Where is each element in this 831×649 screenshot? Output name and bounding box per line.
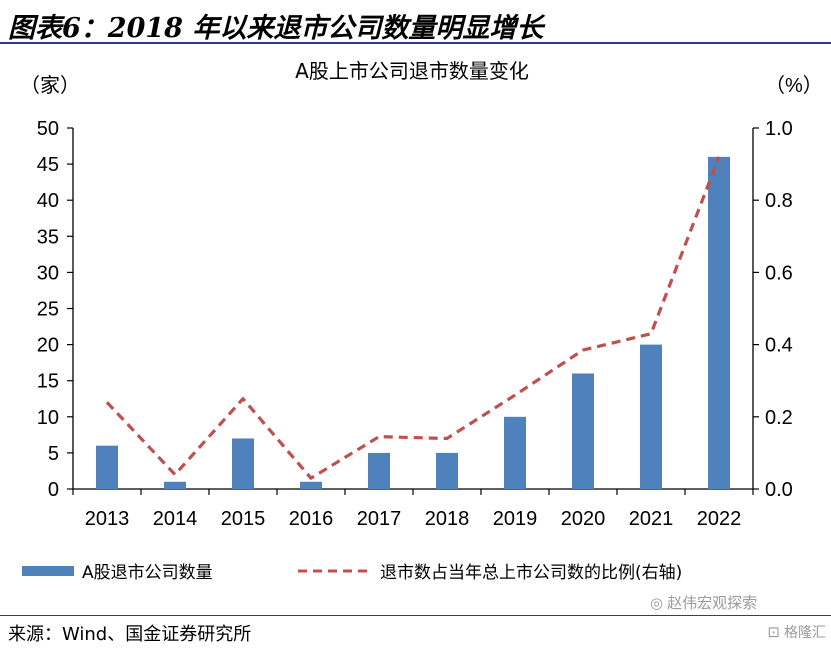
figure-header: 图表6：2018 年以来退市公司数量明显增长 <box>0 0 831 44</box>
left-tick-label: 30 <box>37 262 59 284</box>
right-tick-label: 0.8 <box>765 190 793 212</box>
bar-2013 <box>96 445 118 489</box>
source-note: 来源：Wind、国金证券研究所 <box>8 624 252 645</box>
right-tick-label: 0.4 <box>765 335 793 357</box>
bar-2020 <box>572 373 594 489</box>
x-tick-label: 2015 <box>221 508 266 530</box>
right-axis-unit: （%） <box>765 74 823 97</box>
right-tick-label: 0.0 <box>765 479 793 501</box>
left-tick-label: 45 <box>37 154 59 176</box>
legend-bar-swatch <box>22 566 74 576</box>
watermark-platform-label: 格隆汇 <box>784 625 826 641</box>
legend: A股退市公司数量 退市数占当年总上市公司数的比例(右轴) <box>22 563 682 583</box>
bar-2018 <box>436 452 458 489</box>
wechat-icon: ◎ <box>650 594 664 612</box>
watermark-account-label: 赵伟宏观探索 <box>667 594 758 612</box>
legend-line-label: 退市数占当年总上市公司数的比例(右轴) <box>380 563 682 583</box>
x-tick-label: 2021 <box>629 508 674 530</box>
bar-2021 <box>640 344 662 489</box>
x-tick-label: 2022 <box>697 508 742 530</box>
left-tick-label: 50 <box>37 118 59 140</box>
bar-2019 <box>504 416 526 489</box>
x-tick-label: 2017 <box>357 508 402 530</box>
x-tick-label: 2014 <box>153 508 198 530</box>
ratio-line-series <box>105 156 721 480</box>
figure-footer: 来源：Wind、国金证券研究所 <box>0 615 831 649</box>
left-tick-label: 10 <box>37 407 59 429</box>
right-tick-label: 0.6 <box>765 262 793 284</box>
watermark-platform: ⊡ 格隆汇 <box>767 622 826 642</box>
bar-line-chart: A股上市公司退市数量变化 （家） （%） 0 5 10 15 20 25 30 35 40 45 5… <box>20 59 823 583</box>
watermark: ◎ 赵伟宏观探索 ⊡ 格隆汇 <box>650 584 828 644</box>
x-tick-label: 2019 <box>493 508 538 530</box>
left-tick-label: 5 <box>48 443 59 465</box>
platform-logo-icon: ⊡ <box>767 623 780 641</box>
bar-2016 <box>300 481 322 489</box>
left-axis-unit: （家） <box>20 74 80 97</box>
left-tick-label: 35 <box>37 226 59 248</box>
x-tick-label: 2018 <box>425 508 470 530</box>
left-tick-label: 15 <box>37 371 59 393</box>
left-tick-label: 40 <box>37 190 59 212</box>
bar-2014 <box>164 481 186 489</box>
plot-area: 0 5 10 15 20 25 30 35 40 45 50 0.0 0.2 0.4 0.6 0.8 1.0 20… <box>37 118 793 530</box>
x-tick-label: 2020 <box>561 508 606 530</box>
legend-bar-label: A股退市公司数量 <box>82 563 213 583</box>
x-tick-label: 2016 <box>289 508 334 530</box>
chart-title: A股上市公司退市数量变化 <box>295 59 529 83</box>
right-tick-label: 0.2 <box>765 407 793 429</box>
left-tick-label: 20 <box>37 335 59 357</box>
bar-2015 <box>232 438 254 489</box>
left-tick-label: 0 <box>48 479 59 501</box>
figure-title: 图表6：2018 年以来退市公司数量明显增长 <box>8 13 544 44</box>
left-tick-label: 25 <box>37 299 59 321</box>
bar-2017 <box>368 452 390 489</box>
watermark-account: ◎ 赵伟宏观探索 <box>650 592 757 613</box>
bar-2022 <box>708 156 730 489</box>
x-tick-label: 2013 <box>85 508 130 530</box>
right-tick-label: 1.0 <box>765 118 793 140</box>
